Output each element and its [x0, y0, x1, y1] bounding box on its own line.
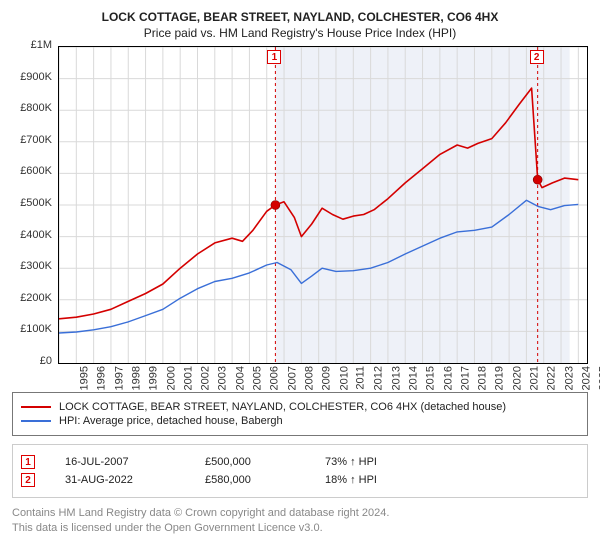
sale-marker-icon: 2	[530, 50, 544, 64]
chart-title-2: Price paid vs. HM Land Registry's House …	[12, 26, 588, 40]
x-axis-label: 2006	[269, 366, 281, 390]
x-axis-label: 1997	[113, 366, 125, 390]
x-axis-label: 2012	[373, 366, 385, 390]
tx-vs-hpi: 18% ↑ HPI	[325, 474, 377, 486]
x-axis-label: 2019	[494, 366, 506, 390]
x-axis-label: 2024	[581, 366, 593, 390]
x-axis-label: 2004	[234, 366, 246, 390]
x-axis-label: 2020	[511, 366, 523, 390]
x-axis-label: 1999	[148, 366, 160, 390]
x-axis-label: 2021	[529, 366, 541, 390]
y-axis-label: £700K	[12, 134, 52, 146]
tx-price: £500,000	[205, 456, 295, 468]
legend-row: HPI: Average price, detached house, Babe…	[21, 415, 579, 427]
chart: £0 £100K £200K £300K £400K £500K £600K £700K £80…	[12, 46, 588, 386]
y-axis-label: £500K	[12, 197, 52, 209]
chart-title-1: LOCK COTTAGE, BEAR STREET, NAYLAND, COLC…	[12, 10, 588, 24]
x-axis-label: 2011	[355, 366, 367, 390]
x-axis-label: 2007	[286, 366, 298, 390]
y-axis-label: £100K	[12, 323, 52, 335]
x-axis-label: 2022	[546, 366, 558, 390]
legend-row: LOCK COTTAGE, BEAR STREET, NAYLAND, COLC…	[21, 401, 579, 413]
y-axis-label: £800K	[12, 102, 52, 114]
x-axis-label: 2017	[459, 366, 471, 390]
legend-label: HPI: Average price, detached house, Babe…	[59, 415, 283, 427]
x-axis-label: 2000	[165, 366, 177, 390]
x-axis-label: 2009	[321, 366, 333, 390]
y-axis-label: £0	[12, 355, 52, 367]
tx-price: £580,000	[205, 474, 295, 486]
x-axis-label: 2014	[407, 366, 419, 390]
x-axis-label: 2010	[338, 366, 350, 390]
tx-date: 31-AUG-2022	[65, 474, 175, 486]
x-axis-label: 2013	[390, 366, 402, 390]
transaction-row: 2 31-AUG-2022 £580,000 18% ↑ HPI	[21, 473, 579, 487]
x-axis-label: 2015	[425, 366, 437, 390]
sale-marker-icon: 1	[267, 50, 281, 64]
x-axis-label: 2023	[563, 366, 575, 390]
y-axis-label: £900K	[12, 71, 52, 83]
x-axis-label: 1996	[96, 366, 108, 390]
x-axis-label: 2005	[252, 366, 264, 390]
plot-svg	[59, 47, 587, 363]
x-axis-label: 2008	[304, 366, 316, 390]
footer: Contains HM Land Registry data © Crown c…	[12, 506, 588, 536]
x-axis-label: 2002	[200, 366, 212, 390]
x-axis-label: 2018	[477, 366, 489, 390]
legend-swatch-1	[21, 406, 51, 408]
y-axis-label: £1M	[12, 39, 52, 51]
x-axis-label: 1998	[130, 366, 142, 390]
tx-marker-icon: 1	[21, 455, 35, 469]
y-axis-label: £400K	[12, 229, 52, 241]
tx-marker-icon: 2	[21, 473, 35, 487]
legend-label: LOCK COTTAGE, BEAR STREET, NAYLAND, COLC…	[59, 401, 506, 413]
x-axis-label: 2003	[217, 366, 229, 390]
transaction-table: 1 16-JUL-2007 £500,000 73% ↑ HPI 2 31-AU…	[12, 444, 588, 498]
footer-line-1: Contains HM Land Registry data © Crown c…	[12, 506, 588, 521]
x-axis-label: 1995	[78, 366, 90, 390]
y-axis-label: £300K	[12, 260, 52, 272]
y-axis-label: £200K	[12, 292, 52, 304]
x-axis-label: 2016	[442, 366, 454, 390]
plot-area	[58, 46, 588, 364]
tx-vs-hpi: 73% ↑ HPI	[325, 456, 377, 468]
legend: LOCK COTTAGE, BEAR STREET, NAYLAND, COLC…	[12, 392, 588, 436]
y-axis-label: £600K	[12, 165, 52, 177]
legend-swatch-2	[21, 420, 51, 422]
x-axis-label: 2001	[182, 366, 194, 390]
footer-line-2: This data is licensed under the Open Gov…	[12, 521, 588, 536]
chart-titles: LOCK COTTAGE, BEAR STREET, NAYLAND, COLC…	[12, 10, 588, 40]
transaction-row: 1 16-JUL-2007 £500,000 73% ↑ HPI	[21, 455, 579, 469]
tx-date: 16-JUL-2007	[65, 456, 175, 468]
